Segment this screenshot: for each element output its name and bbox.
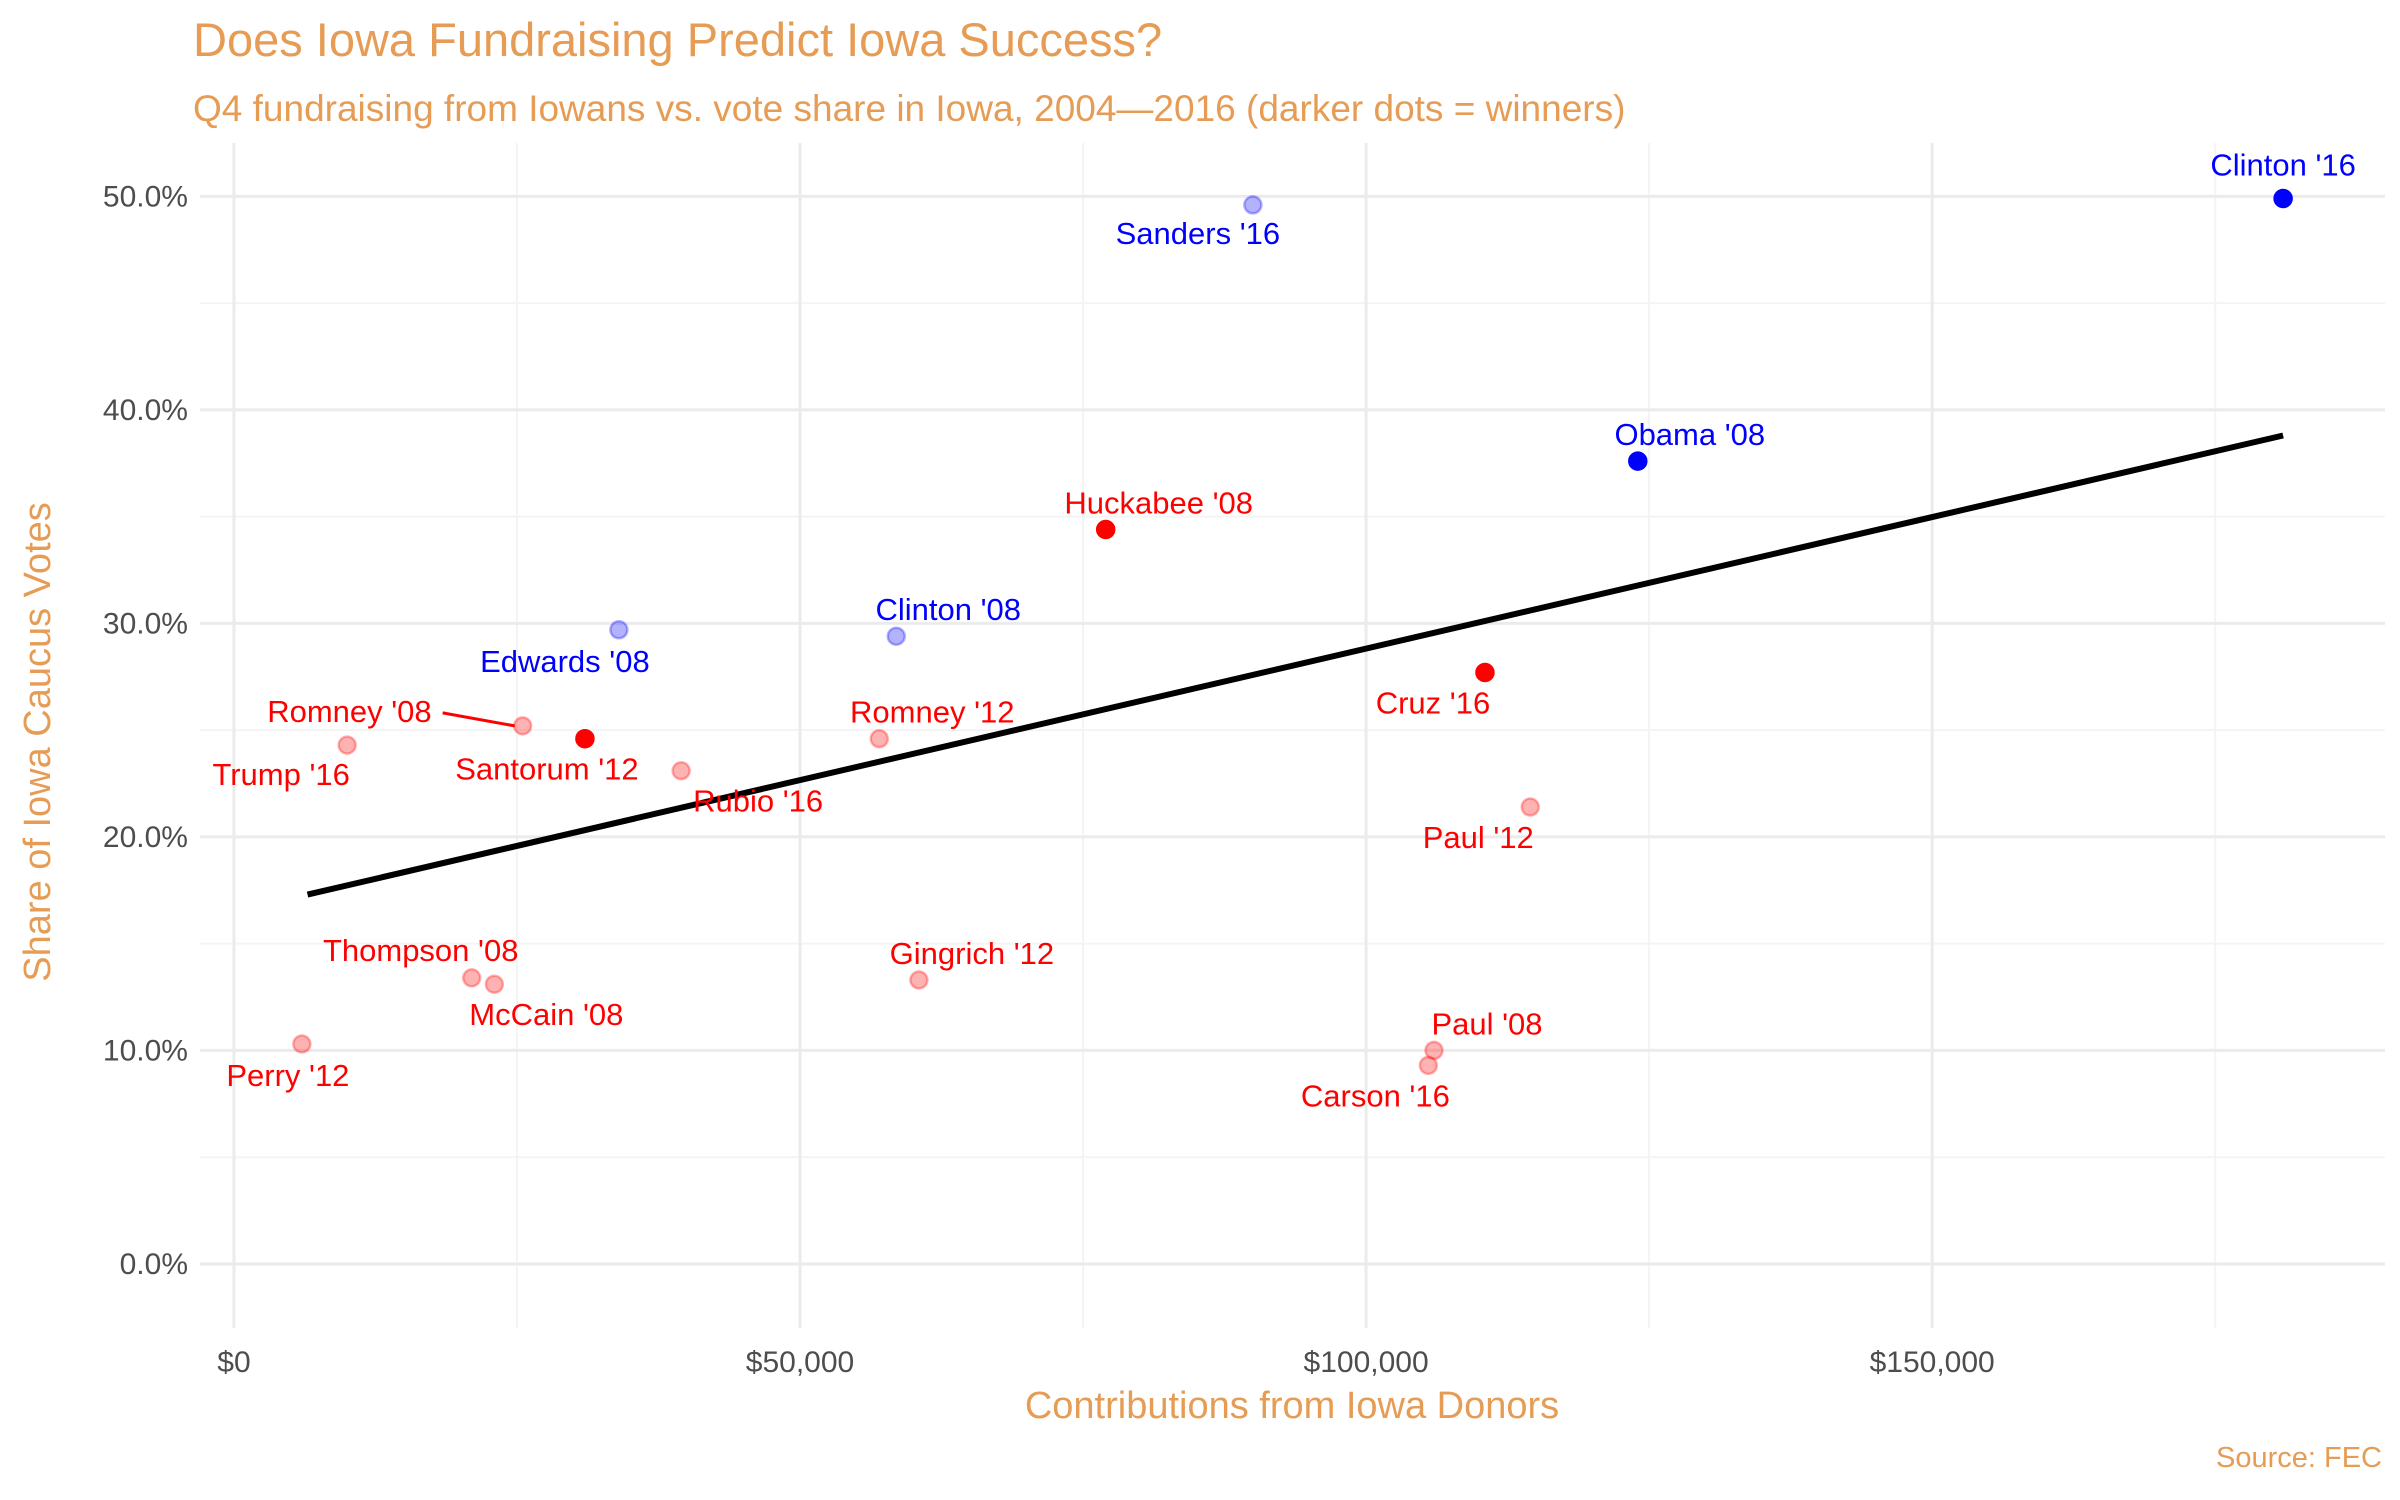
point-label-gingrich-12: Gingrich '12 [890,936,1054,971]
data-point-carson-16 [1418,1055,1439,1076]
data-point-edwards-08 [609,620,629,640]
point-label-huckabee-08: Huckabee '08 [1064,485,1253,520]
chart-title: Does Iowa Fundraising Predict Iowa Succe… [193,13,1163,66]
x-axis-title: Contributions from Iowa Donors [1025,1385,1559,1427]
label-leader-line [442,711,515,728]
grid-lines [200,143,2385,1328]
trend-line-group [306,432,2284,898]
point-label-rubio-16: Rubio '16 [693,784,823,819]
data-point-perry-12 [292,1034,312,1054]
source-caption: Source: FEC [2216,1442,2382,1474]
y-axis-ticks: 0.0% 10.0% 20.0% 30.0% 40.0% 50.0% [103,180,188,1281]
data-point-trump-16 [337,735,357,755]
point-label-santorum-12: Santorum '12 [455,752,638,787]
point-label-paul-08: Paul '08 [1431,1006,1542,1041]
point-labels: Clinton '16 Sanders '16 Obama '08 Clinton '… [212,148,2355,1114]
x-tick-label: $50,000 [746,1346,854,1379]
point-label-cruz-16: Cruz '16 [1376,686,1490,721]
trend-line [306,432,2284,898]
data-point-sanders-16 [1243,195,1263,215]
x-tick-label: $0 [217,1346,250,1379]
point-label-paul-12: Paul '12 [1423,820,1534,855]
data-point-paul-08 [1424,1040,1444,1061]
y-tick-label: 20.0% [103,821,188,854]
data-point-romney-12 [869,728,890,749]
point-label-clinton-16: Clinton '16 [2210,148,2356,183]
data-point-romney-08 [512,716,533,736]
point-label-romney-12: Romney '12 [850,695,1014,730]
y-tick-label: 50.0% [103,180,188,213]
point-label-romney-08: Romney '08 [267,694,431,729]
chart-subtitle: Q4 fundraising from Iowans vs. vote shar… [193,88,1626,129]
y-tick-label: 40.0% [103,394,188,427]
data-point-paul-12 [1520,797,1540,817]
data-point-cruz-16 [1475,662,1495,683]
x-tick-label: $100,000 [1304,1346,1429,1379]
y-tick-label: 10.0% [103,1034,188,1067]
y-axis-title: Share of Iowa Caucus Votes [17,502,59,982]
data-point-huckabee-08 [1095,519,1116,540]
data-point-thompson-08 [461,968,482,988]
point-label-mccain-08: McCain '08 [469,997,623,1032]
data-point-rubio-16 [671,760,691,781]
data-point-clinton-16 [2273,188,2293,209]
data-point-mccain-08 [484,974,505,994]
data-point-obama-08 [1628,451,1648,471]
y-tick-label: 30.0% [103,607,188,640]
point-label-obama-08: Obama '08 [1614,417,1765,452]
point-label-carson-16: Carson '16 [1301,1078,1450,1113]
point-label-sanders-16: Sanders '16 [1116,216,1280,251]
data-point-santorum-12 [575,728,595,749]
y-tick-label: 0.0% [120,1248,188,1281]
x-tick-label: $150,000 [1870,1346,1995,1379]
data-points [292,188,2293,1076]
x-axis-ticks: $0 $50,000 $100,000 $150,000 [217,1346,1994,1379]
point-label-edwards-08: Edwards '08 [480,644,650,679]
point-label-trump-16: Trump '16 [212,757,349,792]
point-label-clinton-08: Clinton '08 [875,592,1021,627]
data-point-clinton-08 [886,626,907,646]
point-label-thompson-08: Thompson '08 [323,933,518,968]
point-label-perry-12: Perry '12 [226,1058,349,1093]
data-point-gingrich-12 [909,970,929,990]
